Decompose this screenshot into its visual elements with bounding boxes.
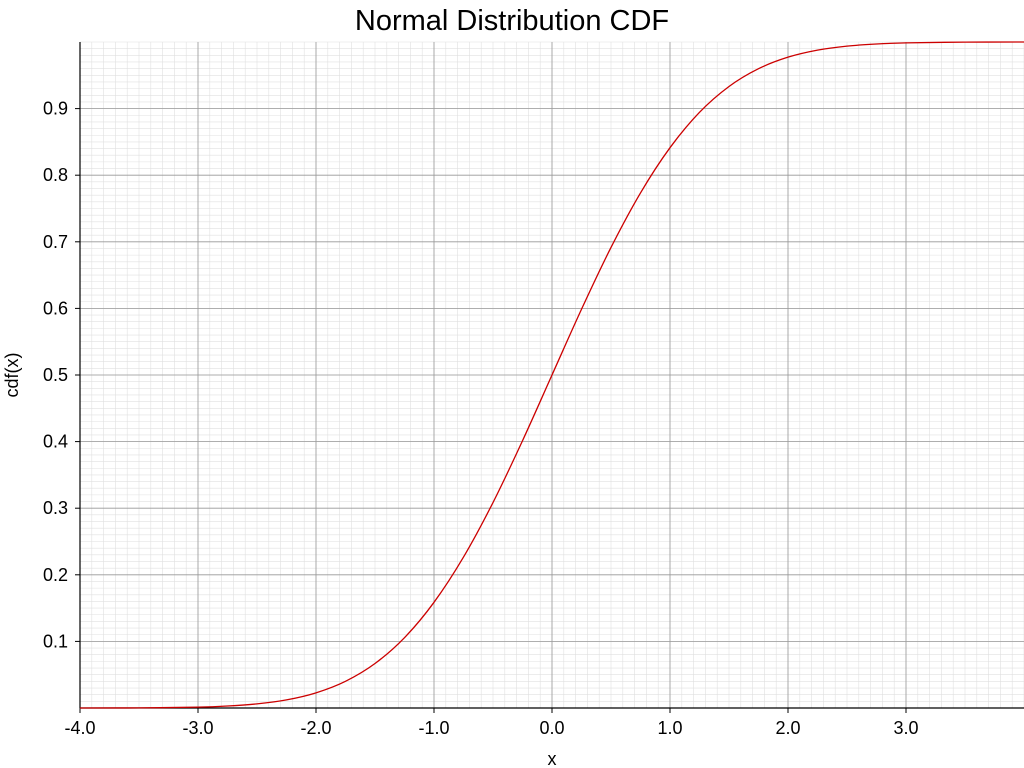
x-tick-label: -2.0 (300, 718, 331, 738)
y-tick-label: 0.5 (43, 365, 68, 385)
y-tick-label: 0.9 (43, 99, 68, 119)
x-tick-label: -3.0 (182, 718, 213, 738)
x-axis-label: x (548, 749, 557, 768)
chart-title: Normal Distribution CDF (355, 5, 669, 37)
cdf-series-line (79, 41, 1024, 709)
y-tick-label: 0.6 (43, 298, 68, 318)
series-layer (79, 41, 1024, 709)
tick-labels: -4.0 -3.0 -2.0 -1.0 0.0 1.0 2.0 3.0 0.1 0.2 0.3 0.4… (43, 99, 919, 738)
y-tick-label: 0.4 (43, 432, 68, 452)
x-tick-label: 1.0 (657, 718, 682, 738)
x-tick-label: -4.0 (64, 718, 95, 738)
y-tick-label: 0.3 (43, 498, 68, 518)
y-axis-label: cdf(x) (2, 353, 22, 398)
y-tick-label: 0.1 (43, 631, 68, 651)
axes (75, 42, 1024, 713)
y-tick-label: 0.8 (43, 165, 68, 185)
y-tick-label: 0.2 (43, 565, 68, 585)
major-grid (80, 42, 1024, 708)
x-tick-label: 0.0 (539, 718, 564, 738)
y-tick-label: 0.7 (43, 232, 68, 252)
x-tick-label: 3.0 (893, 718, 918, 738)
x-tick-label: -1.0 (418, 718, 449, 738)
x-tick-label: 2.0 (775, 718, 800, 738)
